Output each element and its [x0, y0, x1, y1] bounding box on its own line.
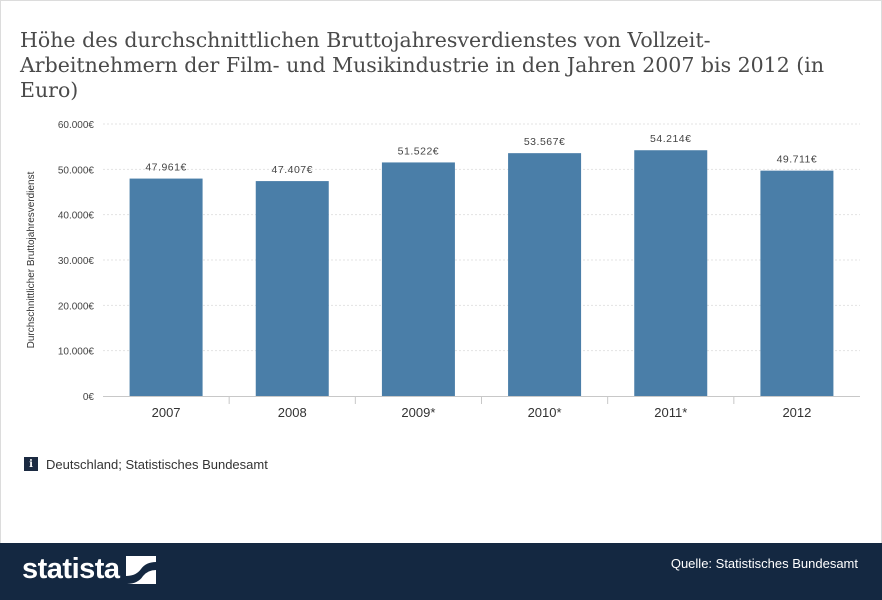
- x-tick-label: 2007: [152, 405, 181, 420]
- y-tick-label: 10.000€: [58, 347, 95, 358]
- bar: [634, 150, 708, 396]
- bar: [508, 153, 582, 396]
- footer-bar: statista Quelle: Statistisches Bundesamt: [0, 543, 882, 600]
- y-tick-label: 20.000€: [58, 301, 95, 312]
- x-tick-label: 2010*: [528, 405, 562, 420]
- y-tick-label: 60.000€: [58, 120, 95, 131]
- bar-value-label: 47.407€: [272, 164, 313, 176]
- bar-value-label: 54.214€: [650, 133, 691, 145]
- y-tick-label: 50.000€: [58, 165, 95, 176]
- y-axis-label: Durchschnittlicher Bruttojahresverdienst: [26, 171, 37, 348]
- source-note: Quelle: Statistisches Bundesamt: [670, 556, 858, 571]
- bar-value-label: 51.522€: [398, 145, 439, 157]
- bar: [760, 170, 834, 396]
- bar: [129, 178, 203, 396]
- info-icon[interactable]: i: [24, 457, 38, 471]
- statista-logo-icon: [125, 555, 156, 584]
- bar-value-label: 47.961€: [145, 162, 186, 174]
- bar-value-label: 53.567€: [524, 136, 565, 148]
- chart-title: Höhe des durchschnittlichen Bruttojahres…: [20, 28, 825, 102]
- bar: [381, 162, 455, 396]
- x-tick-label: 2012: [782, 405, 811, 420]
- statista-brand[interactable]: statista: [22, 553, 156, 586]
- bar-chart: 0€ 10.000€ 20.000€ 30.000€ 40.000€ 50.000€ 60.…: [26, 120, 860, 420]
- y-tick-label: 30.000€: [58, 256, 95, 267]
- x-tick-label: 2011*: [654, 405, 687, 420]
- y-tick-label: 0€: [83, 392, 95, 403]
- bar: [255, 181, 329, 396]
- info-text: Deutschland; Statistisches Bundesamt: [46, 456, 268, 472]
- bar-value-label: 49.711€: [777, 154, 818, 166]
- info-row: i Deutschland; Statistisches Bundesamt: [24, 456, 268, 472]
- x-tick-label: 2008: [278, 405, 307, 420]
- x-tick-label: 2009*: [401, 405, 435, 420]
- statista-wordmark: statista: [22, 553, 120, 585]
- y-tick-label: 40.000€: [58, 211, 95, 222]
